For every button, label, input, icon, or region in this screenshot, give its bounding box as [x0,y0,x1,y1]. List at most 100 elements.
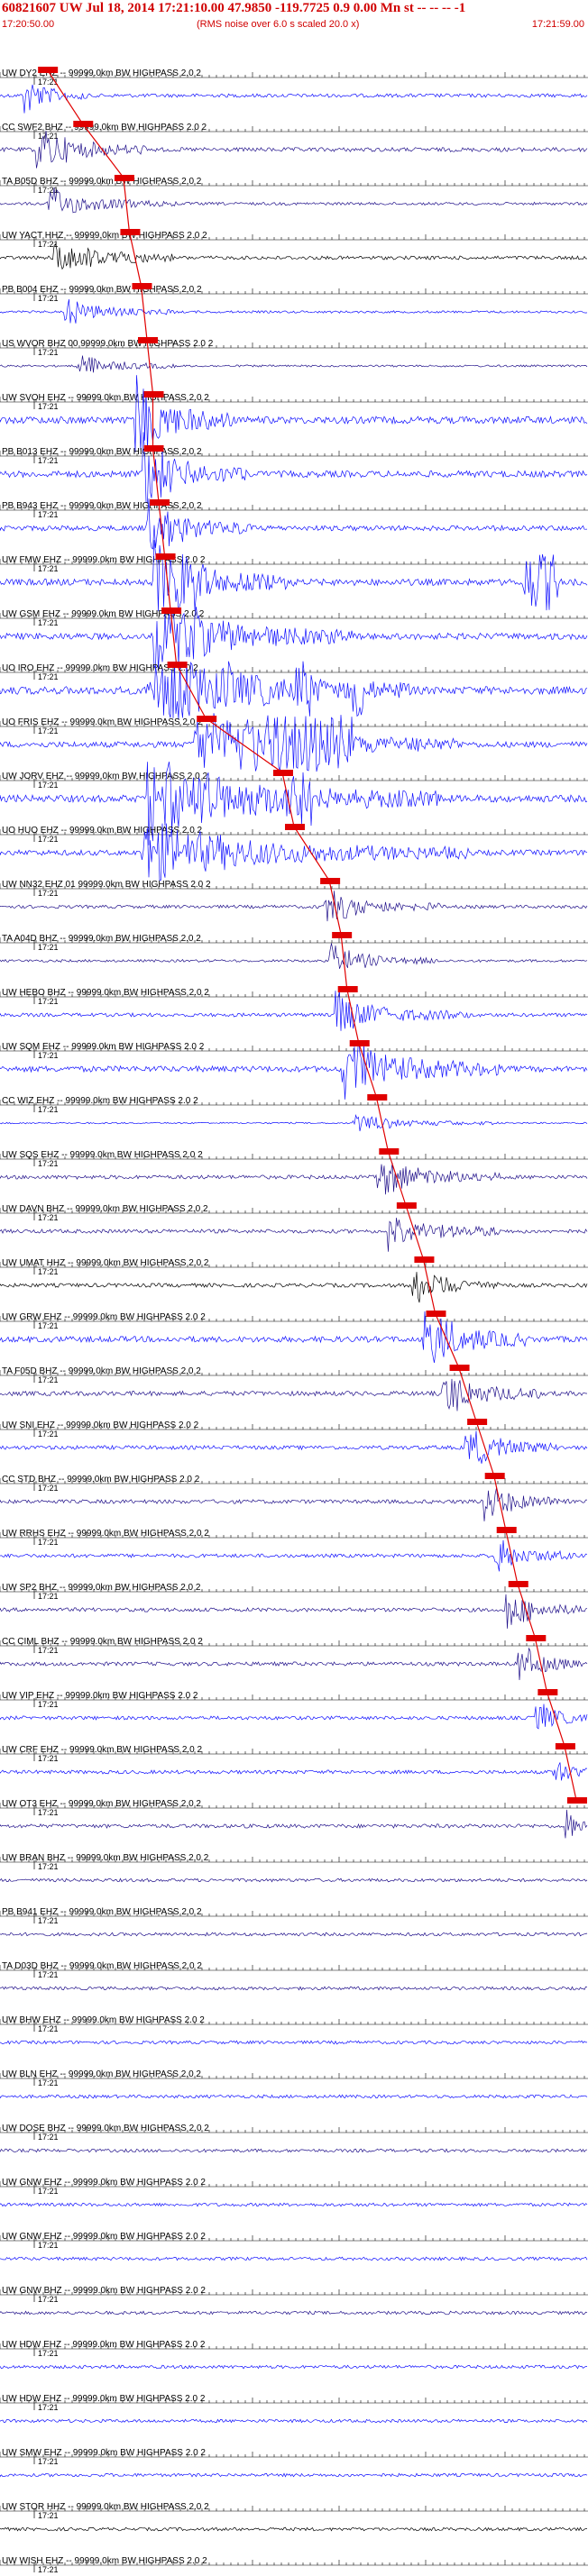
station-label: CC CIML BHZ -- 99999.0km BW HIGHPASS 2.0… [2,1637,203,1647]
pick-marker [426,1311,446,1317]
waveform [0,607,588,671]
moveout-line [46,69,577,1801]
station-label: UW GSM EHZ -- 99999.0km BW HIGHPASS 2.0 … [2,609,205,619]
waveform [0,1762,588,1781]
minute-label: 17:21 [38,1862,59,1871]
minute-label: 17:21 [38,2024,59,2033]
waveform [0,131,588,169]
minute-label: 17:21 [38,402,59,411]
pick-marker [379,1148,400,1155]
station-label: US WVOR BHZ 00 99999.0km BW HIGHPASS 2.0… [2,339,214,349]
station-label: UW SNI EHZ -- 99999.0km BW HIGHPASS 2.0 … [2,1420,199,1430]
station-label: UW JORV EHZ -- 99999.0km BW HIGHPASS 2.0… [2,772,207,781]
station-label: TA F05D BHZ -- 99999.0km BW HIGHPASS 2.0… [2,1366,201,1376]
station-label: UW UMAT HHZ -- 99999.0km BW HIGHPASS 2.0… [2,1258,209,1268]
pick-marker [167,662,188,668]
station-label: UW GNW BHZ -- 99999.0km BW HIGHPASS 2.0 … [2,2286,206,2296]
waveform [0,2418,588,2424]
waveform [0,713,588,772]
station-label: UW BLN EHZ -- 99999.0km BW HIGHPASS 2.0 … [2,2069,201,2079]
waveform [0,2472,588,2478]
station-label: TA D03D BHZ -- 99999.0km BW HIGHPASS 2.0… [2,1961,202,1971]
minute-label: 17:21 [38,510,59,519]
station-label: UW DY2 EHZ -- 99999.0km BW HIGHPASS 2.0 … [2,69,201,78]
station-label: UO IRO EHZ -- 99999.0km BW HIGHPASS 2.0 … [2,663,198,673]
minute-label: 17:21 [38,672,59,681]
waveform [0,1217,588,1252]
waveform [0,2202,588,2207]
minute-label: 17:21 [38,78,59,87]
waveform [0,943,588,969]
minute-label: 17:21 [38,889,59,898]
station-label: UW SVOH EHZ -- 99999.0km BW HIGHPASS 2.0… [2,393,209,403]
minute-label: 17:21 [38,132,59,141]
trace-13: 17:21 UW JORV EHZ -- 99999.0km BW HIGHPAS… [0,762,588,845]
minute-label: 17:21 [38,1754,59,1763]
pick-marker [526,1635,547,1641]
waveform [0,2526,587,2532]
minute-label: 17:21 [38,1538,59,1547]
pick-marker [396,1202,417,1209]
waveform [0,1594,588,1629]
minute-label: 17:21 [38,835,59,844]
pick-marker [155,553,176,560]
waveform [0,299,588,324]
station-label: UW WISH EHZ -- 99999.0km BW HIGHPASS 2.0… [2,2556,207,2566]
waveform [0,1272,588,1303]
waveform [0,187,588,214]
station-label: UW YACT HHZ -- 99999.0km BW HIGHPASS 2.0… [2,231,207,241]
minute-label: 17:21 [38,2349,59,2358]
waveform [0,243,588,270]
pick-marker [566,1797,587,1804]
waveform [0,991,588,1031]
waveform [0,1378,587,1411]
waveform [0,1311,588,1364]
station-label: UW HDW EHZ -- 99999.0km BW HIGHPASS 2.0 … [2,2394,206,2404]
waveform [0,2094,588,2099]
waveform [0,2148,588,2153]
pick-marker [467,1419,488,1425]
waveform [0,2040,587,2045]
station-label: UW SMW EHZ -- 99999.0km BW HIGHPASS 2.0 … [2,2448,206,2458]
waveform [0,84,588,114]
minute-label: 17:21 [38,1646,59,1655]
waveform [0,1704,588,1730]
minute-label: 17:21 [38,2187,59,2196]
minute-label: 17:21 [38,997,59,1006]
minute-label: 17:21 [38,2133,59,2142]
waveform [0,1647,588,1681]
minute-label: 17:21 [38,1916,59,1925]
minute-label: 17:21 [38,2511,59,2520]
pick-marker [337,986,358,992]
station-label: UW SQS EHZ -- 99999.0km BW HIGHPASS 2.0 … [2,1150,203,1160]
station-label: CC WIZ EHZ -- 99999.0km BW HIGHPASS 2.0 … [2,1096,198,1106]
station-label: UW SP2 BHZ -- 99999.0km BW HIGHPASS 2.0 … [2,1583,201,1593]
station-label: UW OT3 EHZ -- 99999.0km BW HIGHPASS 2.0 … [2,1799,201,1809]
station-label: UW HEBO BHZ -- 99999.0km BW HIGHPASS 2.0… [2,988,209,998]
station-label: CC STD BHZ -- 99999.0km BW HIGHPASS 2.0 … [2,1475,200,1484]
waveform [0,823,588,882]
event-title: 60821607 UW Jul 18, 2014 17:21:10.00 47.… [2,1,466,15]
minute-label: 17:21 [38,618,59,627]
station-label: UW RRHS EHZ -- 99999.0km BW HIGHPASS 2.0… [2,1529,209,1539]
